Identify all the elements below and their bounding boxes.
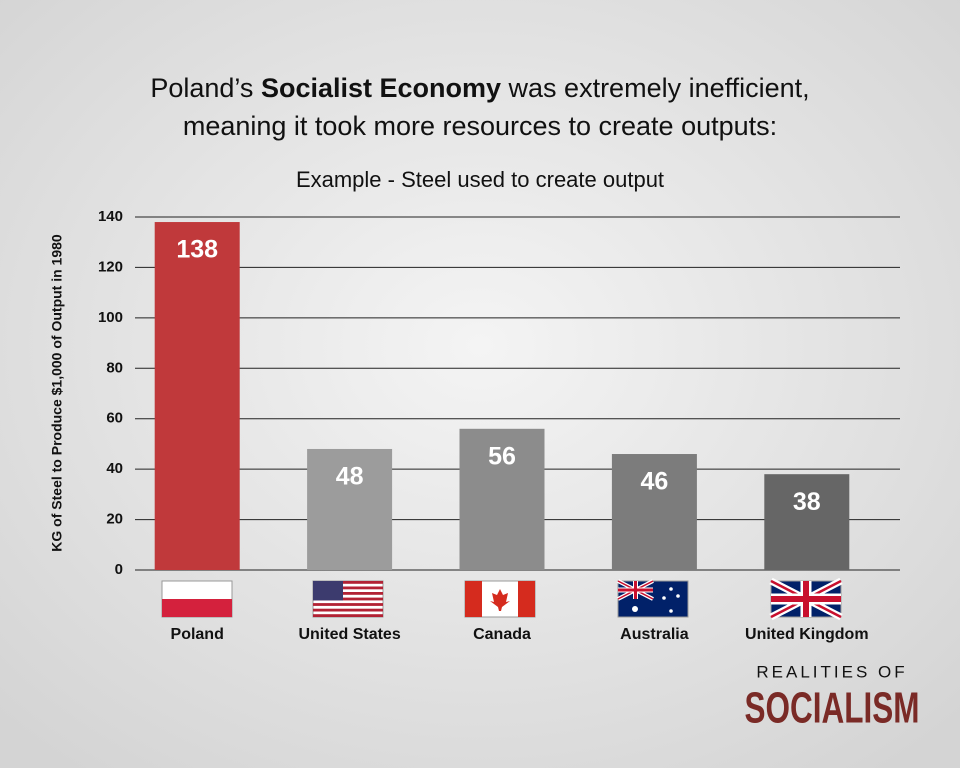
brand-line2: SOCIALISM bbox=[745, 684, 920, 733]
x-tick-label: Australia bbox=[620, 626, 689, 643]
title-part: was extremely inefficient, bbox=[508, 73, 810, 103]
flag-poland bbox=[161, 580, 233, 618]
chart-title: Poland’s Socialist Economy was extremely… bbox=[150, 73, 809, 103]
title-part: Poland’s bbox=[150, 73, 253, 103]
data-label: 38 bbox=[793, 488, 821, 516]
title-bold: Socialist Economy bbox=[261, 73, 501, 103]
brand-line1: REALITIES OF bbox=[756, 662, 907, 681]
x-tick-label: Poland bbox=[171, 626, 224, 643]
y-tick-label: 100 bbox=[98, 309, 123, 326]
data-label: 56 bbox=[488, 442, 516, 470]
data-label: 48 bbox=[336, 463, 364, 491]
bar bbox=[154, 222, 240, 571]
y-tick-label: 120 bbox=[98, 258, 123, 275]
x-tick-label: Canada bbox=[473, 626, 531, 643]
bar bbox=[764, 474, 850, 570]
x-tick-label: United States bbox=[298, 626, 400, 643]
flags bbox=[161, 577, 843, 621]
flag-uk bbox=[769, 577, 843, 621]
x-tick-label: United Kingdom bbox=[745, 626, 869, 643]
bar bbox=[459, 428, 545, 570]
y-tick-label: 20 bbox=[106, 511, 123, 528]
data-label: 46 bbox=[640, 468, 668, 496]
flag-us bbox=[312, 580, 384, 618]
y-axis-label: KG of Steel to Produce $1,000 of Output … bbox=[49, 234, 65, 552]
data-label: 138 bbox=[176, 236, 218, 264]
chart-subtitle: Example - Steel used to create output bbox=[296, 167, 664, 192]
bar bbox=[307, 448, 393, 570]
y-tick-label: 0 bbox=[115, 561, 123, 578]
flag-australia bbox=[617, 579, 689, 618]
y-tick-label: 60 bbox=[106, 410, 123, 427]
y-tick-label: 140 bbox=[98, 208, 123, 225]
bar bbox=[611, 454, 697, 570]
y-tick-label: 40 bbox=[106, 460, 123, 477]
y-tick-label: 80 bbox=[106, 359, 123, 376]
chart-title-line2: meaning it took more resources to create… bbox=[183, 111, 777, 141]
flag-canada bbox=[464, 580, 536, 618]
